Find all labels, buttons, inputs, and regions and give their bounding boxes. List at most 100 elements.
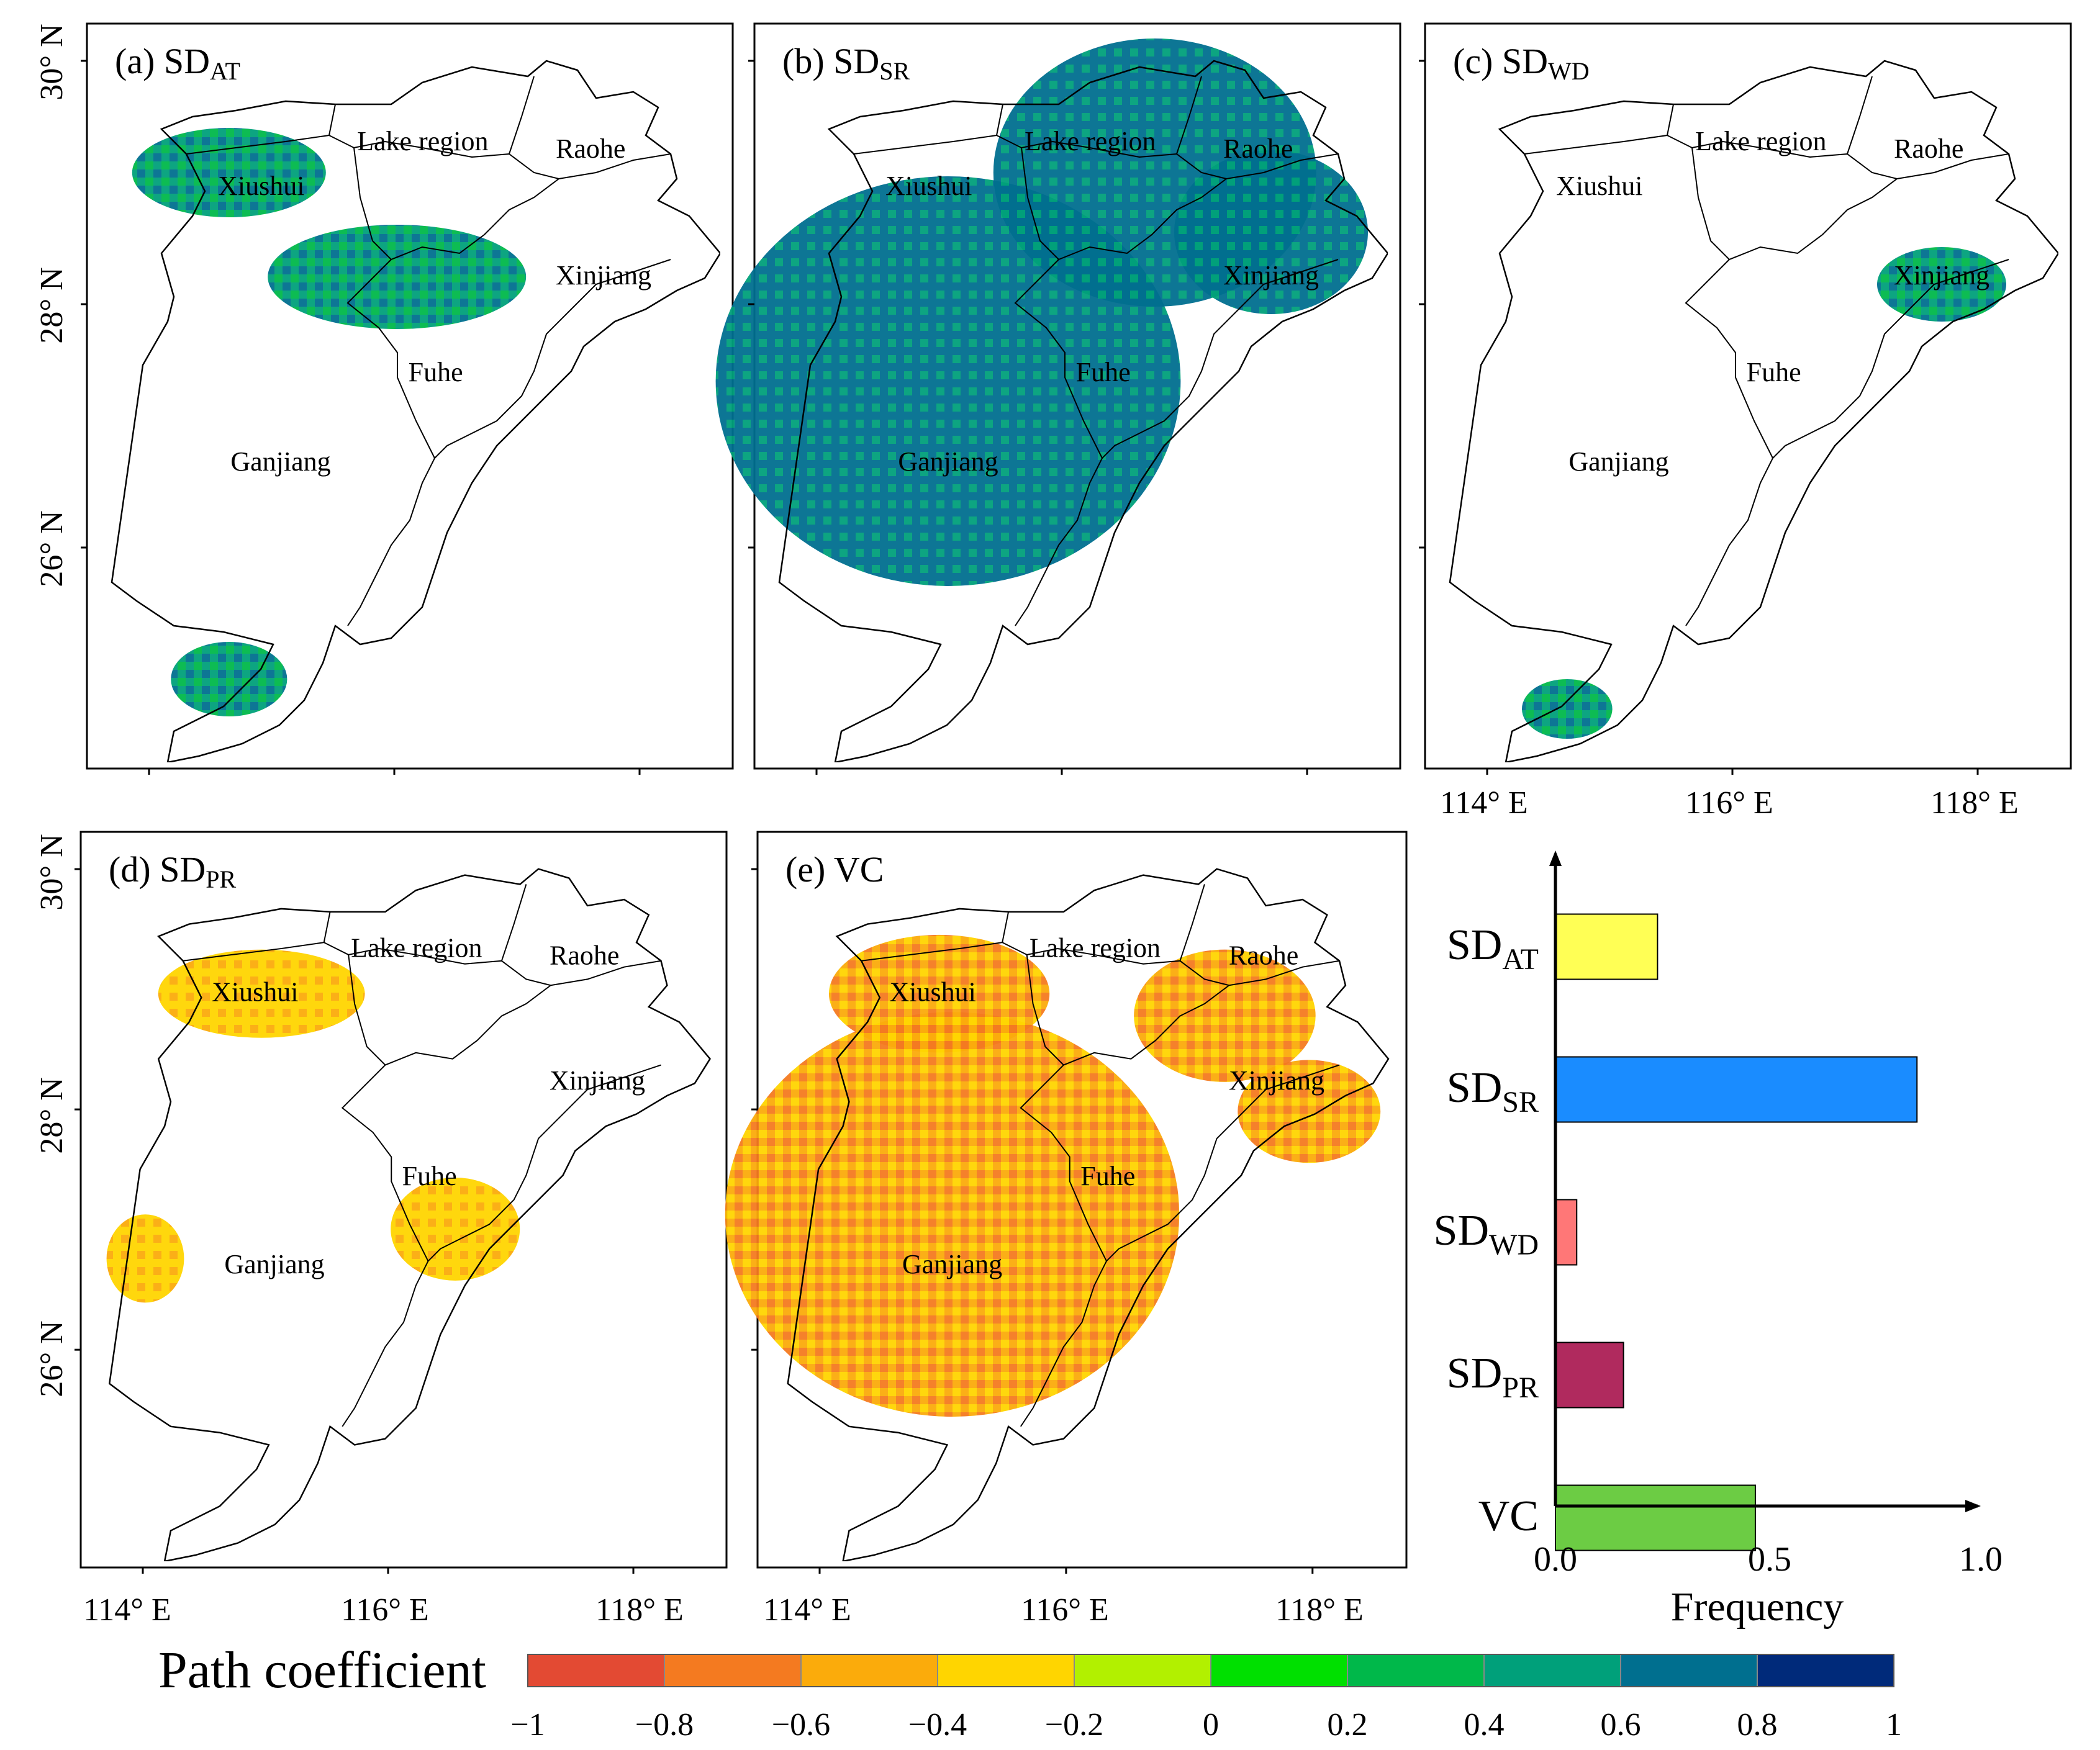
lat-labels-top: 30° N 28° N 26° N xyxy=(34,24,70,587)
bar-label-sdsr: SDSR xyxy=(1447,1064,1539,1119)
colorbar-swatch xyxy=(1620,1654,1758,1687)
region-label-raohe: Raohe xyxy=(1223,133,1293,164)
colorbar-tick-label: −0.2 xyxy=(1045,1707,1103,1743)
colorbar-swatch xyxy=(937,1654,1075,1687)
bar-label-subscript: WD xyxy=(1489,1229,1539,1261)
colorbar-tick-label: −1 xyxy=(510,1707,545,1743)
bar-sdwd xyxy=(1555,1199,1578,1266)
colorbar-swatch xyxy=(527,1654,665,1687)
colorbar-tick-label: −0.4 xyxy=(908,1707,967,1743)
region-label-lake-region: Lake region xyxy=(1025,126,1156,156)
bar-label-subscript: AT xyxy=(1502,943,1539,976)
region-label-fuhe: Fuhe xyxy=(1080,1161,1135,1191)
bar-label-sdpr: SDPR xyxy=(1447,1350,1539,1404)
colorbar-swatches: −1 −0.8 −0.6 −0.4 −0.2 0 0.2 0.4 0.6 0.8 1 xyxy=(510,1654,1902,1743)
lat-label-30-top: 30° N xyxy=(34,24,70,100)
lat-labels-bottom: 30° N 28° N 26° N xyxy=(34,834,70,1397)
lon-labels-c: 114° E 116° E 118° E xyxy=(1440,785,2019,821)
map-frame xyxy=(1424,22,2072,770)
colorbar-swatch xyxy=(1757,1654,1894,1687)
coefficient-area xyxy=(1877,247,2006,322)
region-label-ganjiang: Ganjiang xyxy=(1568,446,1668,477)
coefficient-area xyxy=(268,225,527,329)
x-axis-title: Frequency xyxy=(1671,1584,1844,1630)
bar-sdpr xyxy=(1555,1342,1624,1409)
frequency-chart: SDAT SDSR SDWD SDPR VC 0.0 0.5 1.0 Frequency xyxy=(1434,850,2003,1630)
colorbar-swatch xyxy=(800,1654,938,1687)
region-label-xiushui: Xiushui xyxy=(889,977,975,1008)
bar-vc xyxy=(1555,1484,1756,1551)
lat-label-28-top: 28° N xyxy=(34,267,70,343)
colorbar: Path coefficient −1 −0.8 −0.6 −0.4 −0.2 0 0.2 0… xyxy=(158,1641,1902,1743)
region-label-raohe: Raohe xyxy=(1229,940,1298,970)
lon-label-114-c: 114° E xyxy=(1440,785,1528,821)
map-frame xyxy=(79,831,728,1569)
region-label-raohe: Raohe xyxy=(550,940,619,970)
bar-sdsr xyxy=(1555,1056,1918,1123)
map-axis-labels: 30° N 28° N 26° N 30° N 28° N 26° N 114°… xyxy=(34,24,2019,1628)
colorbar-tick-label: −0.6 xyxy=(772,1707,830,1743)
region-label-xiushui: Xiushui xyxy=(885,171,972,201)
region-label-fuhe: Fuhe xyxy=(1747,357,1801,387)
coefficient-area xyxy=(106,1214,184,1303)
bar-label-subscript: PR xyxy=(1502,1371,1539,1404)
colorbar-swatch xyxy=(1074,1654,1211,1687)
coefficient-area xyxy=(725,1012,1180,1417)
colorbar-swatch xyxy=(664,1654,802,1687)
region-label-xiushui: Xiushui xyxy=(1556,171,1642,201)
region-label-fuhe: Fuhe xyxy=(1076,357,1131,387)
x-axis-arrow xyxy=(1965,1500,1981,1512)
lon-labels-e: 114° E 116° E 118° E xyxy=(763,1592,1364,1628)
panel-title-subscript: SR xyxy=(879,57,910,85)
bar-label-sdwd: SDWD xyxy=(1434,1207,1539,1261)
lon-label-116-c: 116° E xyxy=(1685,785,1773,821)
lat-label-28-bottom: 28° N xyxy=(34,1077,70,1153)
lat-label-30-bottom: 30° N xyxy=(34,834,70,910)
colorbar-swatch xyxy=(1347,1654,1485,1687)
panel-title-subscript: PR xyxy=(206,865,236,893)
frequency-bars: SDAT SDSR SDWD SDPR VC xyxy=(1434,913,1918,1551)
region-label-ganjiang: Ganjiang xyxy=(898,446,998,477)
lat-label-26-top: 26° N xyxy=(34,510,70,587)
colorbar-tick-label: −0.8 xyxy=(635,1707,694,1743)
region-label-xinjiang: Xinjiang xyxy=(1223,260,1319,291)
x-tick-1: 1.0 xyxy=(1959,1540,2003,1579)
panel-title-subscript: WD xyxy=(1548,57,1590,85)
region-label-xinjiang: Xinjiang xyxy=(1894,260,1989,291)
coefficient-area xyxy=(132,128,326,217)
bar-label-subscript: SR xyxy=(1502,1086,1539,1119)
region-label-xinjiang: Xinjiang xyxy=(550,1065,645,1096)
coefficient-area xyxy=(1238,1060,1381,1163)
coefficient-area xyxy=(1522,679,1613,739)
colorbar-tick-label: 0.4 xyxy=(1464,1707,1505,1743)
region-label-xinjiang: Xinjiang xyxy=(556,260,651,291)
colorbar-tick-label: 0.8 xyxy=(1737,1707,1778,1743)
region-label-raohe: Raohe xyxy=(1894,133,1963,164)
region-label-ganjiang: Ganjiang xyxy=(902,1249,1002,1279)
region-label-ganjiang: Ganjiang xyxy=(230,446,330,477)
map-panel-e: (e) VC Lake region Raohe Xiushui Xinjiang Fuh… xyxy=(725,831,1408,1574)
colorbar-swatch xyxy=(1483,1654,1621,1687)
lon-label-116-d: 116° E xyxy=(341,1592,429,1628)
lon-label-116-e: 116° E xyxy=(1021,1592,1109,1628)
lon-label-114-e: 114° E xyxy=(763,1592,851,1628)
colorbar-title: Path coefficient xyxy=(158,1641,486,1699)
bar-label-sdat: SDAT xyxy=(1447,921,1539,976)
colorbar-tick-label: 0.2 xyxy=(1328,1707,1368,1743)
region-label-lake-region: Lake region xyxy=(1030,932,1161,963)
coefficient-area xyxy=(391,1177,520,1281)
lat-label-26-bottom: 26° N xyxy=(34,1320,70,1397)
region-label-ganjiang: Ganjiang xyxy=(224,1249,324,1279)
colorbar-tick-label: 0 xyxy=(1203,1707,1219,1743)
coefficient-area xyxy=(171,642,287,716)
bar-label-vc: VC xyxy=(1478,1492,1539,1540)
coefficient-area xyxy=(158,949,365,1038)
lon-labels-d: 114° E 116° E 118° E xyxy=(83,1592,684,1628)
colorbar-tick-label: 1 xyxy=(1886,1707,1902,1743)
bar-sdat xyxy=(1555,913,1659,980)
